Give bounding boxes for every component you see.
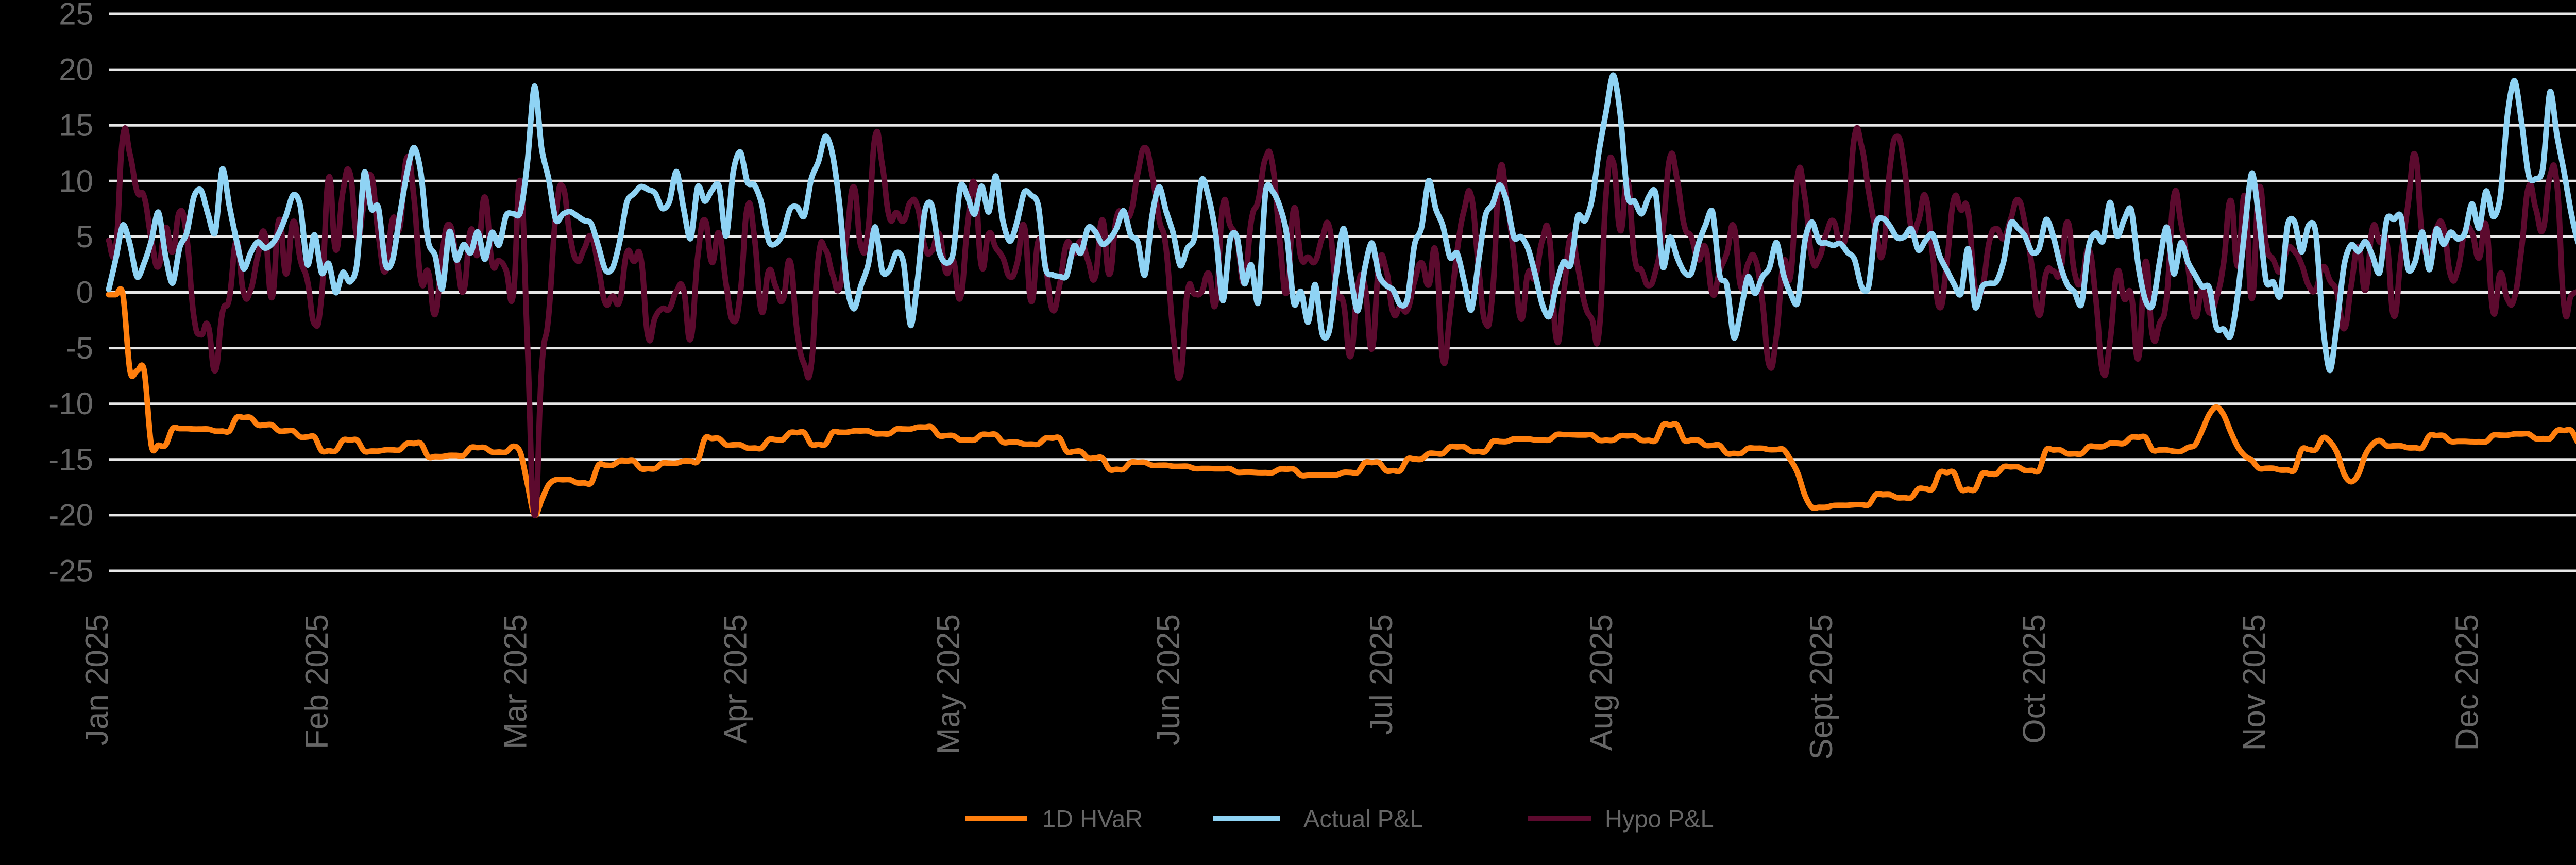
svg-text:Hypo P&L: Hypo P&L bbox=[1605, 805, 1714, 833]
svg-text:Dec 2025: Dec 2025 bbox=[2450, 614, 2485, 751]
svg-text:25: 25 bbox=[59, 0, 93, 31]
svg-text:-5: -5 bbox=[66, 331, 93, 365]
svg-text:Jun 2025: Jun 2025 bbox=[1151, 614, 1187, 745]
svg-text:May 2025: May 2025 bbox=[931, 614, 967, 754]
svg-text:Oct 2025: Oct 2025 bbox=[2017, 614, 2053, 744]
svg-text:-10: -10 bbox=[48, 386, 93, 421]
svg-text:Nov 2025: Nov 2025 bbox=[2237, 614, 2273, 751]
svg-text:10: 10 bbox=[59, 164, 93, 198]
svg-text:Apr 2025: Apr 2025 bbox=[718, 614, 754, 744]
svg-text:Jul 2025: Jul 2025 bbox=[1364, 614, 1399, 735]
svg-text:0: 0 bbox=[76, 275, 93, 310]
svg-text:Actual P&L: Actual P&L bbox=[1303, 805, 1423, 833]
svg-text:Sept 2025: Sept 2025 bbox=[1804, 614, 1839, 760]
svg-text:-15: -15 bbox=[48, 442, 93, 477]
svg-text:Aug 2025: Aug 2025 bbox=[1584, 614, 1619, 751]
svg-text:5: 5 bbox=[76, 219, 93, 254]
svg-text:-25: -25 bbox=[48, 554, 93, 588]
svg-text:20: 20 bbox=[59, 53, 93, 87]
svg-text:Jan 2025: Jan 2025 bbox=[79, 614, 115, 745]
svg-text:15: 15 bbox=[59, 108, 93, 143]
svg-text:-20: -20 bbox=[48, 498, 93, 532]
svg-text:Mar 2025: Mar 2025 bbox=[498, 614, 534, 749]
svg-text:Feb 2025: Feb 2025 bbox=[299, 614, 335, 749]
svg-text:1D HVaR: 1D HVaR bbox=[1042, 805, 1143, 833]
